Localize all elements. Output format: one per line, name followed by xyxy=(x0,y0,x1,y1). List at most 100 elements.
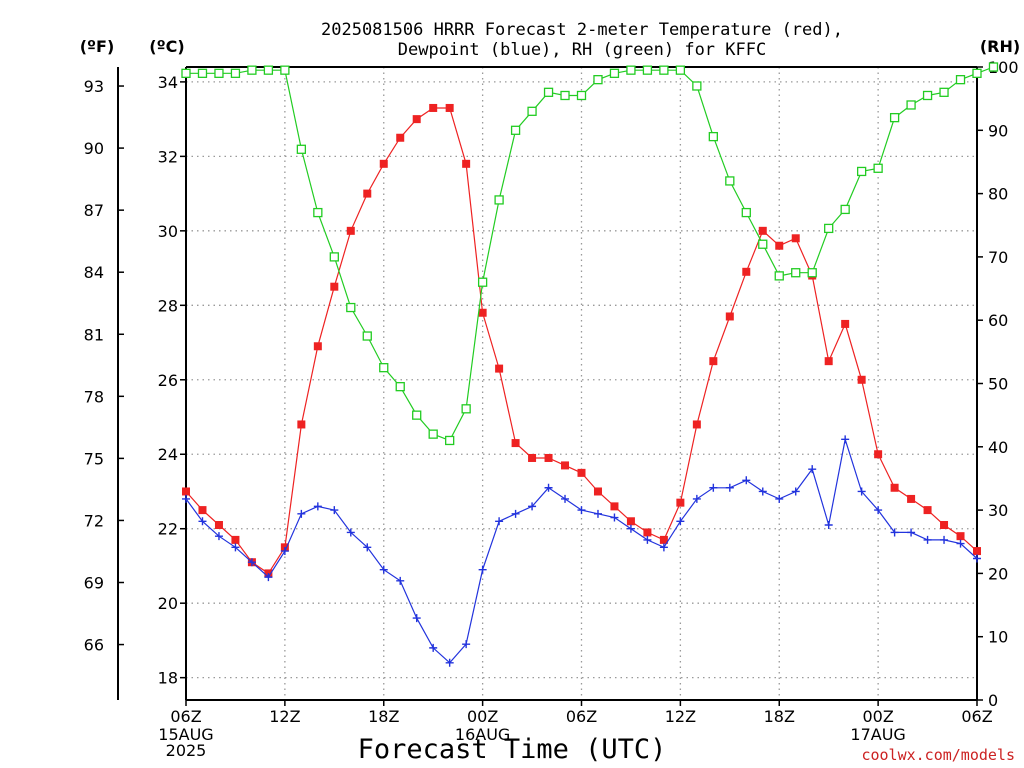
dewpoint-point xyxy=(478,565,487,574)
temperature-point xyxy=(511,439,520,448)
dewpoint-point xyxy=(264,573,273,582)
rh-point xyxy=(988,62,999,72)
temperature-point xyxy=(626,517,635,526)
dewpoint-point xyxy=(247,558,256,567)
x-tick-label: 18Z xyxy=(368,707,399,726)
temperature-point xyxy=(495,364,504,373)
rh-point xyxy=(906,100,916,110)
celsius-tick-label: 28 xyxy=(158,296,178,315)
rh-point xyxy=(791,268,801,278)
dewpoint-point xyxy=(593,509,602,518)
rh-point xyxy=(576,90,587,101)
rh-point xyxy=(510,125,521,135)
rh-point xyxy=(527,106,537,116)
rh-tick-label: 10 xyxy=(988,628,1008,647)
fahrenheit-tick-label: 69 xyxy=(84,574,104,593)
rh-tick-label: 40 xyxy=(988,438,1008,457)
rh-point xyxy=(197,68,208,78)
rh-point xyxy=(626,65,636,75)
dewpoint-point xyxy=(742,476,751,485)
celsius-tick-label: 24 xyxy=(158,445,178,464)
temperature-point xyxy=(445,103,454,112)
celsius-tick-label: 22 xyxy=(158,520,178,539)
dewpoint-point xyxy=(857,487,866,496)
rh-point xyxy=(774,271,784,281)
temperature-point xyxy=(676,498,685,507)
rh-point xyxy=(939,87,949,97)
dewpoint-point xyxy=(462,640,471,649)
dewpoint-point xyxy=(758,487,767,496)
fahrenheit-unit-label: (ºF) xyxy=(80,37,115,56)
temperature-point xyxy=(973,547,981,556)
x-date-label: 17AUG xyxy=(850,725,905,744)
temperature-point xyxy=(857,375,866,384)
temperature-point xyxy=(561,461,570,470)
temperature-point xyxy=(396,133,405,142)
celsius-unit-label: (ºC) xyxy=(149,37,184,56)
rh-point xyxy=(477,277,488,287)
rh-point xyxy=(247,65,257,75)
rh-point xyxy=(313,207,323,218)
fahrenheit-tick-label: 90 xyxy=(84,139,104,158)
rh-tick-label: 50 xyxy=(988,375,1008,394)
dewpoint-point xyxy=(610,513,619,522)
tick-labels: 06Z 12Z 18Z 00Z 06Z 12Z 18Z 00Z 06Z15AUG202516AU… xyxy=(84,58,1019,760)
temperature-point xyxy=(379,159,388,168)
rh-point xyxy=(593,75,603,85)
temperature-point xyxy=(313,342,322,351)
rh-point xyxy=(840,204,850,215)
temperature-point xyxy=(725,312,734,321)
rh-point xyxy=(807,268,817,278)
x-tick-label: 12Z xyxy=(269,707,300,726)
rh-point xyxy=(346,302,356,313)
dewpoint-point xyxy=(231,543,240,552)
dewpoint-point xyxy=(808,465,817,474)
dewpoint-point xyxy=(940,535,949,544)
dewpoint-point xyxy=(214,532,223,541)
temperature-point xyxy=(692,420,701,429)
temperature-point xyxy=(659,535,668,544)
rh-tick-label: 90 xyxy=(988,121,1008,140)
temperature-point xyxy=(923,506,932,515)
temperature-point xyxy=(758,226,767,235)
dewpoint-point xyxy=(692,494,701,503)
rh-point xyxy=(675,65,686,75)
dewpoint-point xyxy=(907,528,916,537)
temperature-point xyxy=(940,520,949,529)
rh-tick-label: 80 xyxy=(988,185,1008,204)
temperature-point xyxy=(297,420,306,429)
x-tick-label: 00Z xyxy=(862,707,893,726)
credit-label: coolwx.com/models xyxy=(861,746,1015,764)
celsius-tick-label: 32 xyxy=(158,147,178,166)
chart-title-line-2: Dewpoint (blue), RH (green) for KFFC xyxy=(398,40,766,60)
data-series xyxy=(181,62,999,667)
dewpoint-point xyxy=(412,614,421,623)
x-date-label: 16AUG xyxy=(455,725,510,744)
rh-point xyxy=(659,65,669,75)
rh-point xyxy=(889,112,900,123)
rh-tick-label: 20 xyxy=(988,564,1008,583)
dewpoint-point xyxy=(890,528,899,537)
dewpoint-point xyxy=(577,506,586,515)
temperature-point xyxy=(709,357,718,366)
temperature-point xyxy=(478,308,487,317)
dewpoint-point xyxy=(495,517,504,526)
rh-point xyxy=(181,68,191,78)
dewpoint-point xyxy=(297,509,306,518)
dewpoint-point xyxy=(824,520,833,529)
temperature-point xyxy=(198,506,207,515)
chart-axes xyxy=(117,66,983,706)
rh-point xyxy=(955,75,966,85)
rh-tick-label: 30 xyxy=(988,501,1008,520)
temperature-point xyxy=(791,234,800,243)
celsius-tick-label: 34 xyxy=(158,73,178,92)
chart-title-line-1: 2025081506 HRRR Forecast 2-meter Tempera… xyxy=(321,20,843,40)
fahrenheit-tick-label: 93 xyxy=(84,77,104,96)
rh-point xyxy=(445,435,455,446)
x-tick-label: 06Z xyxy=(961,707,992,726)
dewpoint-point xyxy=(363,543,372,552)
temperature-point xyxy=(346,226,355,235)
x-tick-label: 06Z xyxy=(170,707,201,726)
dewpoint-point xyxy=(643,535,652,544)
